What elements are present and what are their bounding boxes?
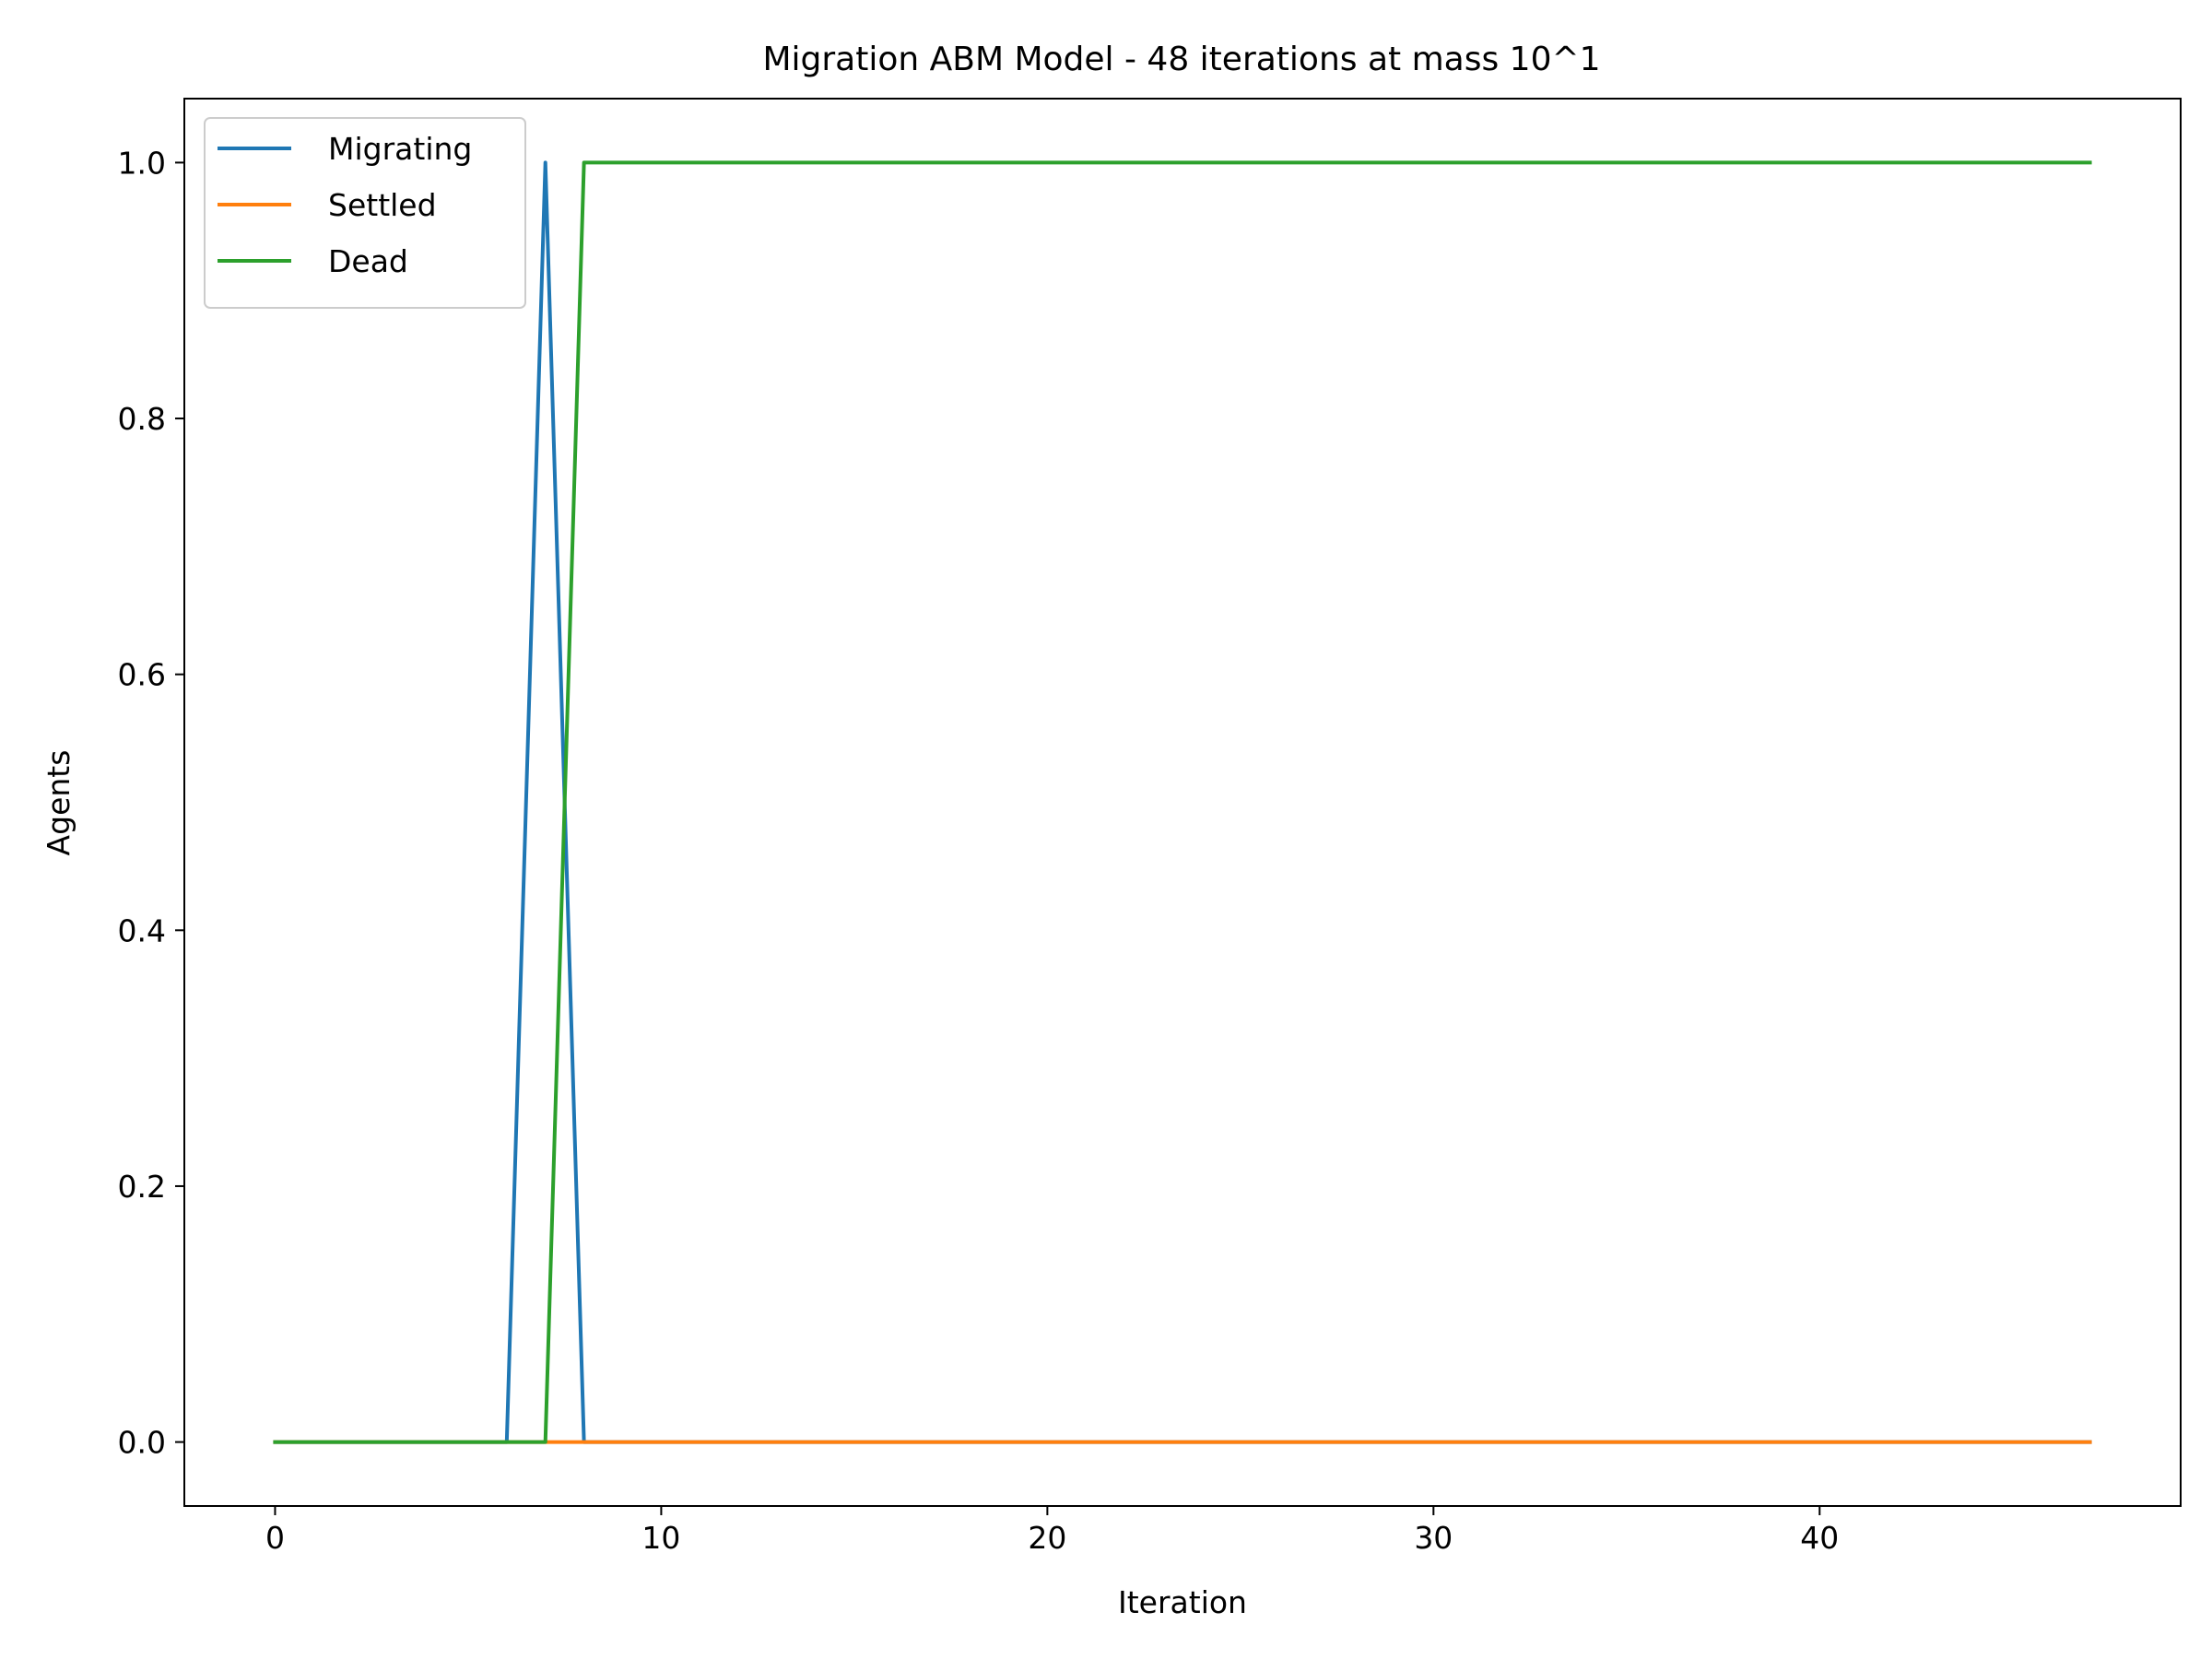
y-tick-label: 0.4 [118, 912, 166, 948]
series-line-dead [273, 160, 2092, 1444]
chart-title: Migration ABM Model - 48 iterations at m… [762, 41, 1600, 78]
x-tick-label: 20 [1028, 1520, 1066, 1556]
y-tick-label: 0.8 [118, 401, 166, 437]
legend-label: Dead [328, 243, 408, 279]
series-layer [273, 160, 2092, 1444]
plot-frame [183, 98, 2182, 1507]
y-tick-label: 1.0 [118, 145, 166, 181]
y-tick-label: 0.2 [118, 1169, 166, 1205]
y-axis: 0.0 0.2 0.4 0.6 0.8 1.0 [118, 145, 184, 1461]
legend-label: Migrating [328, 131, 472, 167]
legend: Migrating Settled Dead [204, 117, 526, 309]
x-axis: 0 10 20 30 40 [265, 1506, 1839, 1556]
x-tick-label: 30 [1414, 1520, 1453, 1556]
y-axis-label: Agents [41, 750, 76, 856]
x-tick-label: 40 [1800, 1520, 1839, 1556]
x-axis-label: Iteration [1118, 1584, 1247, 1620]
legend-label: Settled [328, 187, 437, 223]
x-tick-label: 10 [641, 1520, 680, 1556]
plot-area [183, 98, 2182, 1507]
y-tick-label: 0.0 [118, 1425, 166, 1461]
x-tick-label: 0 [265, 1520, 285, 1556]
y-tick-label: 0.6 [118, 657, 166, 693]
